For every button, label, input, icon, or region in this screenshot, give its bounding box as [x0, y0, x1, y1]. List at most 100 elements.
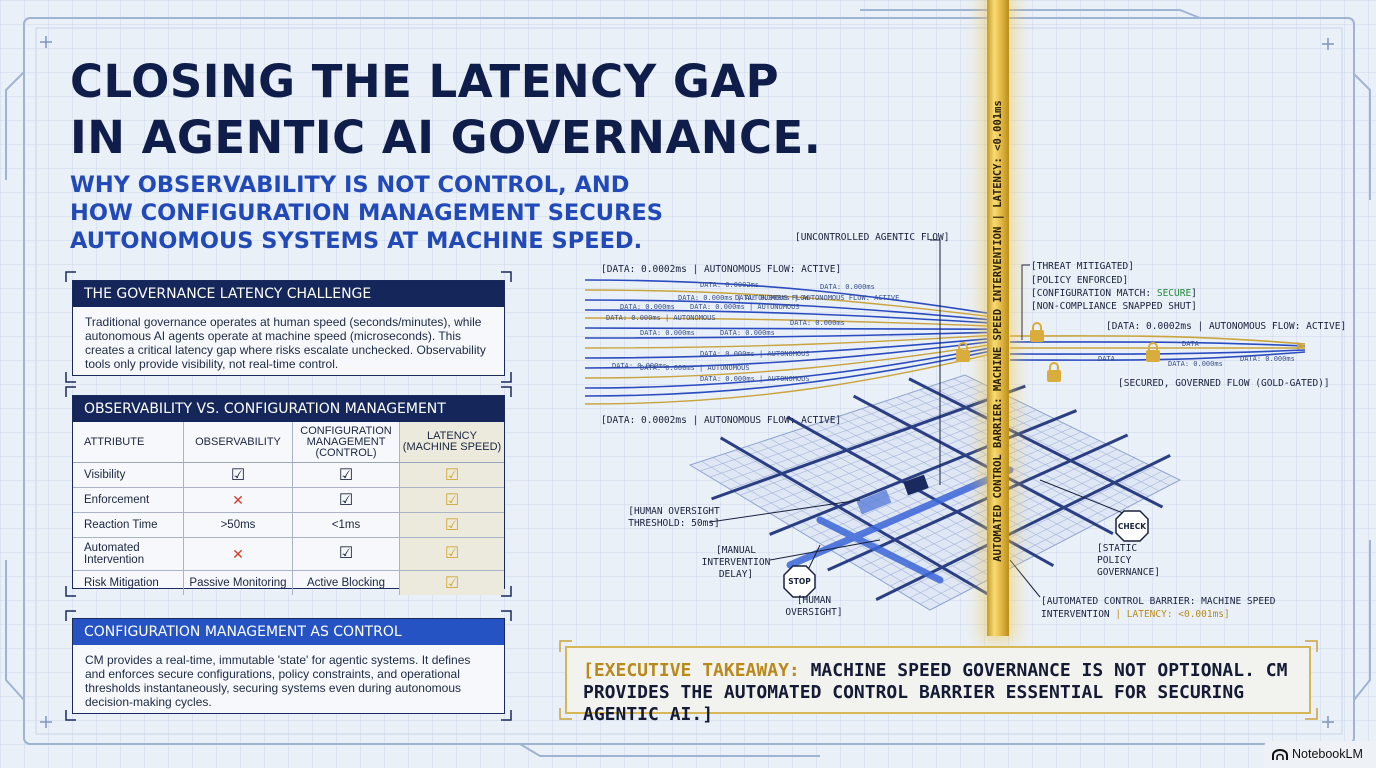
- challenge-heading: THE GOVERNANCE LATENCY CHALLENGE: [73, 281, 504, 307]
- configuration-match-prefix: [CONFIGURATION MATCH:: [1031, 288, 1157, 299]
- page-title: CLOSING THE LATENCY GAP IN AGENTIC AI GO…: [70, 54, 821, 166]
- gold-flow-line: [584, 334, 989, 349]
- latency-cell: ☑: [399, 537, 504, 571]
- grid-line: [899, 466, 1154, 593]
- policy-enforced-label: [POLICY ENFORCED]: [1031, 275, 1129, 286]
- blue-flow-line: [584, 338, 989, 359]
- title-line-1: CLOSING THE LATENCY GAP: [70, 55, 780, 108]
- observability-cell: ✕: [183, 487, 293, 513]
- subtitle-line-2: HOW CONFIGURATION MANAGEMENT SECURES: [70, 200, 663, 226]
- observability-cell: ☑: [183, 462, 293, 488]
- stop-sign: STOP: [783, 565, 816, 598]
- challenge-card: THE GOVERNANCE LATENCY CHALLENGE Traditi…: [72, 280, 505, 376]
- arrow-icon: [1297, 342, 1305, 350]
- cm-cell: ☑: [292, 487, 400, 513]
- threat-mitigated-label: [THREAT MITIGATED]: [1031, 261, 1134, 272]
- blue-flow-line: [584, 279, 989, 314]
- secured-data-label: DATA: 0.000ms: [1168, 360, 1223, 368]
- automated-control-barrier: AUTOMATED CONTROL BARRIER: MACHINE SPEED…: [987, 0, 1009, 636]
- cm-control-body: CM provides a real-time, immutable 'stat…: [85, 653, 471, 709]
- flow-data-label: DATA: 0.000ms | AUTONOMOUS: [606, 314, 716, 322]
- table-row: Enforcement ✕ ☑ ☑: [73, 487, 504, 513]
- secured-data-label: DATA: [1182, 340, 1199, 348]
- manual-delay-label: [MANUAL INTERVENTION DELAY]: [701, 545, 771, 580]
- data-flow-bottom-label: [DATA: 0.0002ms | AUTONOMOUS FLOW: ACTIV…: [601, 415, 842, 426]
- secured-data-label: DATA: 0.000ms: [1240, 355, 1295, 363]
- cm-cell: ☑: [292, 462, 400, 488]
- observability-cell: ✕: [183, 537, 293, 571]
- secure-status-text: SECURE: [1156, 288, 1192, 299]
- leader-lines: [709, 239, 1129, 598]
- challenge-body: Traditional governance operates at human…: [85, 315, 486, 371]
- latency-cell: ☑: [399, 570, 504, 595]
- table-row: Automated Intervention ✕ ☑ ☑: [73, 537, 504, 571]
- flow-data-label: DATA: 0.000ms | AUTONOMOUS FLOW: ACTIVE: [735, 294, 900, 302]
- gold-flow-line: [584, 317, 989, 327]
- takeaway-heading: [EXECUTIVE TAKEAWAY:: [583, 660, 800, 681]
- flow-data-label: DATA: 0.000ms | AUTONOMOUS: [700, 375, 810, 383]
- blue-flow-line: [584, 309, 989, 324]
- human-oversight-label: [HUMAN OVERSIGHT]: [785, 595, 843, 618]
- attribute-cell: Visibility: [73, 462, 184, 488]
- lock-icon: [956, 342, 970, 362]
- table-row: Visibility ☑ ☑ ☑: [73, 462, 504, 488]
- grid-line: [919, 475, 1172, 605]
- takeaway-text: MACHINE SPEED GOVERNANCE IS NOT OPTIONAL…: [583, 660, 1288, 725]
- grid-line: [889, 462, 1145, 587]
- blue-flow-line: [584, 347, 989, 389]
- notebooklm-brand: NotebookLM: [1264, 741, 1376, 768]
- configuration-match-label: [CONFIGURATION MATCH: SECURE]: [1031, 288, 1197, 299]
- barrier-caption-main: [AUTOMATED CONTROL BARRIER: MACHINE SPEE…: [1041, 596, 1276, 620]
- subtitle-line-1: WHY OBSERVABILITY IS NOT CONTROL, AND: [70, 172, 630, 198]
- flow-data-label: DATA: 0.000ms: [620, 303, 675, 311]
- uncontrolled-flow-label: [UNCONTROLLED AGENTIC FLOW]: [795, 232, 950, 243]
- comparison-table: ATTRIBUTE OBSERVABILITY CONFIGURATION MA…: [73, 422, 504, 595]
- grid-major-line: [719, 436, 995, 599]
- flow-data-label: DATA: 0.000ms | AUTONOMOUS: [690, 303, 800, 311]
- grid-major-line: [769, 409, 1078, 536]
- non-compliance-label: [NON-COMPLIANCE SNAPPED SHUT]: [1031, 301, 1197, 312]
- attribute-cell: Automated Intervention: [73, 537, 184, 571]
- cm-cell: Active Blocking: [292, 570, 400, 595]
- barrier-caption-latency: | LATENCY: <0.001ms]: [1115, 609, 1230, 620]
- grid-major-line: [852, 394, 1114, 536]
- static-policy-label: [STATIC POLICY GOVERNANCE]: [1097, 543, 1160, 578]
- blue-flow-line: [584, 299, 989, 321]
- blue-flow-line: [584, 350, 989, 397]
- isometric-grid: [688, 374, 1182, 611]
- title-line-2: IN AGENTIC AI GOVERNANCE.: [70, 111, 822, 164]
- flow-data-label: DATA: 0.000ms: [720, 329, 775, 337]
- lock-icon: [1146, 342, 1160, 362]
- gold-flow-line: [584, 289, 989, 318]
- comparison-rows: Visibility ☑ ☑ ☑ Enforcement ✕ ☑ ☑ Reaction Time…: [73, 462, 504, 595]
- lock-icon: [1030, 322, 1044, 342]
- flow-data-label: DATA: 0.000ms | AUTONOMOUS: [700, 350, 810, 358]
- secured-flow-line: [1009, 335, 1306, 345]
- flow-data-label: DATA: 0.000ms: [820, 283, 875, 291]
- blue-flow-line: [584, 327, 989, 330]
- data-flow-right-label: [DATA: 0.0002ms | AUTONOMOUS FLOW: ACTIV…: [1106, 321, 1347, 332]
- latency-cell: ☑: [399, 487, 504, 513]
- comparison-card: OBSERVABILITY vs. CONFIGURATION MANAGEME…: [72, 395, 505, 595]
- check-sign-text: CHECK: [1118, 522, 1147, 531]
- stop-sign-text: STOP: [788, 577, 811, 586]
- flow-data-label: DATA: 0.0002ms: [700, 281, 760, 289]
- latency-cell: ☑: [399, 462, 504, 488]
- barrier-caption: [AUTOMATED CONTROL BARRIER: MACHINE SPEE…: [1041, 595, 1281, 621]
- secured-flow-label: [SECURED, GOVERNED FLOW (GOLD-GATED)]: [1118, 378, 1330, 389]
- grid-line: [909, 470, 1163, 599]
- barrier-label: AUTOMATED CONTROL BARRIER: MACHINE SPEED…: [992, 100, 1004, 562]
- cm-cell: ☑: [292, 537, 400, 571]
- grid-major-line: [908, 377, 1164, 509]
- flow-data-label: DATA: 0.000ms: [790, 319, 845, 327]
- page-subtitle: WHY OBSERVABILITY IS NOT CONTROL, AND HO…: [70, 171, 663, 255]
- latency-cell: ☑: [399, 512, 504, 538]
- grid-major-line: [711, 384, 1026, 501]
- col-attribute: ATTRIBUTE: [73, 422, 184, 463]
- secured-data-label: DATA: [1098, 355, 1115, 363]
- flow-data-label: DATA: 0.000ms | AUTONOMOUS FLOW: [678, 294, 809, 302]
- table-row: Risk Mitigation Passive Monitoring Active …: [73, 570, 504, 595]
